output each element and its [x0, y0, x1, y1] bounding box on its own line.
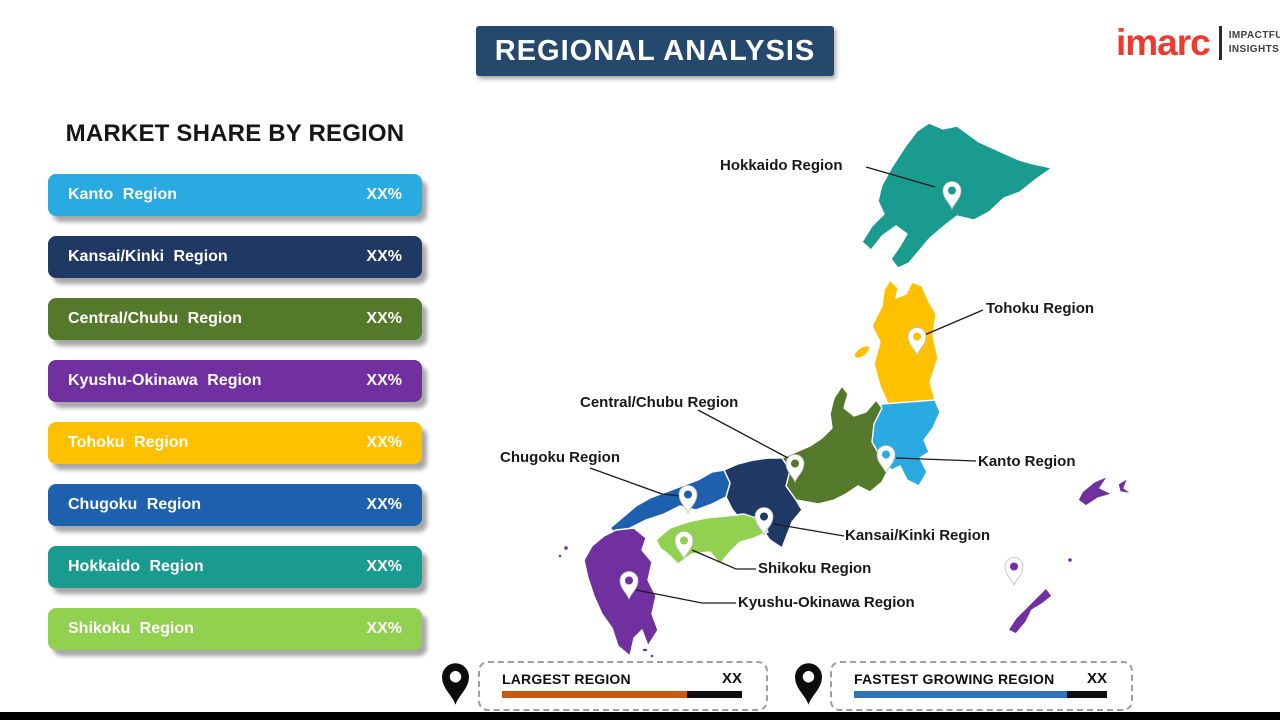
map-label-shikoku: Shikoku Region — [758, 560, 872, 577]
fastest-growing-bar-black — [1066, 691, 1107, 698]
bar-central-chubu-region: Central/Chubu Region XX% — [48, 298, 422, 340]
tohoku-region-shape — [853, 279, 939, 407]
largest-region-value: XX — [721, 670, 742, 687]
fastest-growing-pin-icon — [795, 663, 822, 705]
bar-kansai-kinki-region: Kansai/Kinki Region XX% — [48, 236, 422, 278]
page-title-bar: REGIONAL ANALYSIS — [476, 26, 834, 76]
bottom-black-strip — [0, 712, 1280, 720]
bar-label: Kanto Region — [68, 186, 177, 203]
fastest-growing-bar — [854, 691, 1107, 698]
bar-kanto-region: Kanto Region XX% — [48, 174, 422, 216]
shikoku-pin-icon — [674, 531, 694, 561]
bar-label: Hokkaido Region — [68, 558, 204, 575]
imarc-logo: imarc IMPACTFUL INSIGHTS — [1116, 24, 1280, 61]
shikoku-region-shape — [655, 513, 769, 565]
japan-map — [557, 122, 1133, 659]
bar-value: XX% — [366, 434, 402, 451]
central-chubu-region-shape — [781, 385, 889, 505]
kyushu-pin-icon — [619, 571, 639, 601]
tohoku-connector-line — [921, 309, 984, 337]
bar-label: Tohoku Region — [68, 434, 189, 451]
logo-tagline-line1: IMPACTFUL — [1228, 30, 1280, 41]
bar-tohoku-region: Tohoku Region XX% — [48, 422, 422, 464]
bar-value: XX% — [366, 372, 402, 389]
largest-region-pin-icon — [442, 663, 469, 705]
fastest-growing-value: XX — [1086, 670, 1107, 687]
map-label-kyushu-okinawa: Kyushu-Okinawa Region — [738, 594, 915, 611]
bar-value: XX% — [366, 620, 402, 637]
largest-region-bar — [502, 691, 742, 698]
bar-value: XX% — [366, 558, 402, 575]
bar-label: Shikoku Region — [68, 620, 194, 637]
logo-tagline-line2: INSIGHTS — [1228, 43, 1280, 55]
logo-tagline: IMPACTFUL INSIGHTS — [1229, 29, 1280, 56]
fastest-growing-bar-color — [854, 691, 1067, 698]
bar-value: XX% — [366, 496, 402, 513]
central-chubu-pin-icon — [785, 454, 805, 484]
kansai-kinki-pin-icon — [754, 507, 774, 537]
bar-label: Central/Chubu Region — [68, 310, 242, 327]
fastest-growing-legend: FASTEST GROWING REGION XX — [830, 661, 1133, 711]
map-label-kansai-kinki: Kansai/Kinki Region — [845, 527, 991, 544]
map-pins — [619, 181, 1024, 601]
bar-kyushu-okinawa-region: Kyushu-Okinawa Region XX% — [48, 360, 422, 402]
okinawa-pin-icon — [1004, 557, 1024, 587]
central-chubu-connector-line — [697, 409, 789, 459]
chugoku-connector-line — [589, 467, 681, 497]
kanto-connector-line — [895, 457, 977, 462]
largest-region-legend: LARGEST REGION XX — [478, 661, 768, 711]
logo-divider — [1218, 25, 1222, 60]
largest-region-bar-color — [502, 691, 687, 698]
largest-region-label: LARGEST REGION — [502, 670, 631, 687]
kyushu-okinawa-region-shape — [557, 475, 1133, 659]
map-label-central-chubu: Central/Chubu Region — [580, 394, 739, 411]
hokkaido-connector-line — [865, 166, 936, 188]
bar-label: Kansai/Kinki Region — [68, 248, 228, 265]
bar-hokkaido-region: Hokkaido Region XX% — [48, 546, 422, 588]
bar-value: XX% — [366, 248, 402, 265]
map-label-hokkaido: Hokkaido Region — [720, 157, 843, 174]
bar-value: XX% — [366, 310, 402, 327]
bar-shikoku-region: Shikoku Region XX% — [48, 608, 422, 650]
bar-value: XX% — [366, 186, 402, 203]
kanto-pin-icon — [876, 445, 896, 475]
bar-label: Chugoku Region — [68, 496, 201, 513]
map-label-kanto: Kanto Region — [978, 453, 1076, 470]
chugoku-pin-icon — [678, 485, 698, 515]
kyushu-okinawa-connector-line — [635, 589, 736, 604]
shikoku-connector-line — [691, 549, 756, 570]
largest-region-bar-black — [686, 691, 742, 698]
imarc-wordmark: imarc — [1116, 22, 1211, 63]
map-label-tohoku: Tohoku Region — [986, 300, 1095, 317]
market-share-title: MARKET SHARE BY REGION — [65, 120, 405, 147]
tohoku-pin-icon — [907, 327, 927, 357]
kansai-kinki-connector-line — [773, 523, 845, 537]
map-connector-lines — [589, 166, 984, 604]
page-title: REGIONAL ANALYSIS — [494, 34, 816, 67]
bar-chugoku-region: Chugoku Region XX% — [48, 484, 422, 526]
map-label-chugoku: Chugoku Region — [500, 449, 620, 466]
bar-label: Kyushu-Okinawa Region — [68, 372, 262, 389]
fastest-growing-label: FASTEST GROWING REGION — [854, 670, 1055, 687]
hokkaido-pin-icon — [942, 181, 962, 211]
